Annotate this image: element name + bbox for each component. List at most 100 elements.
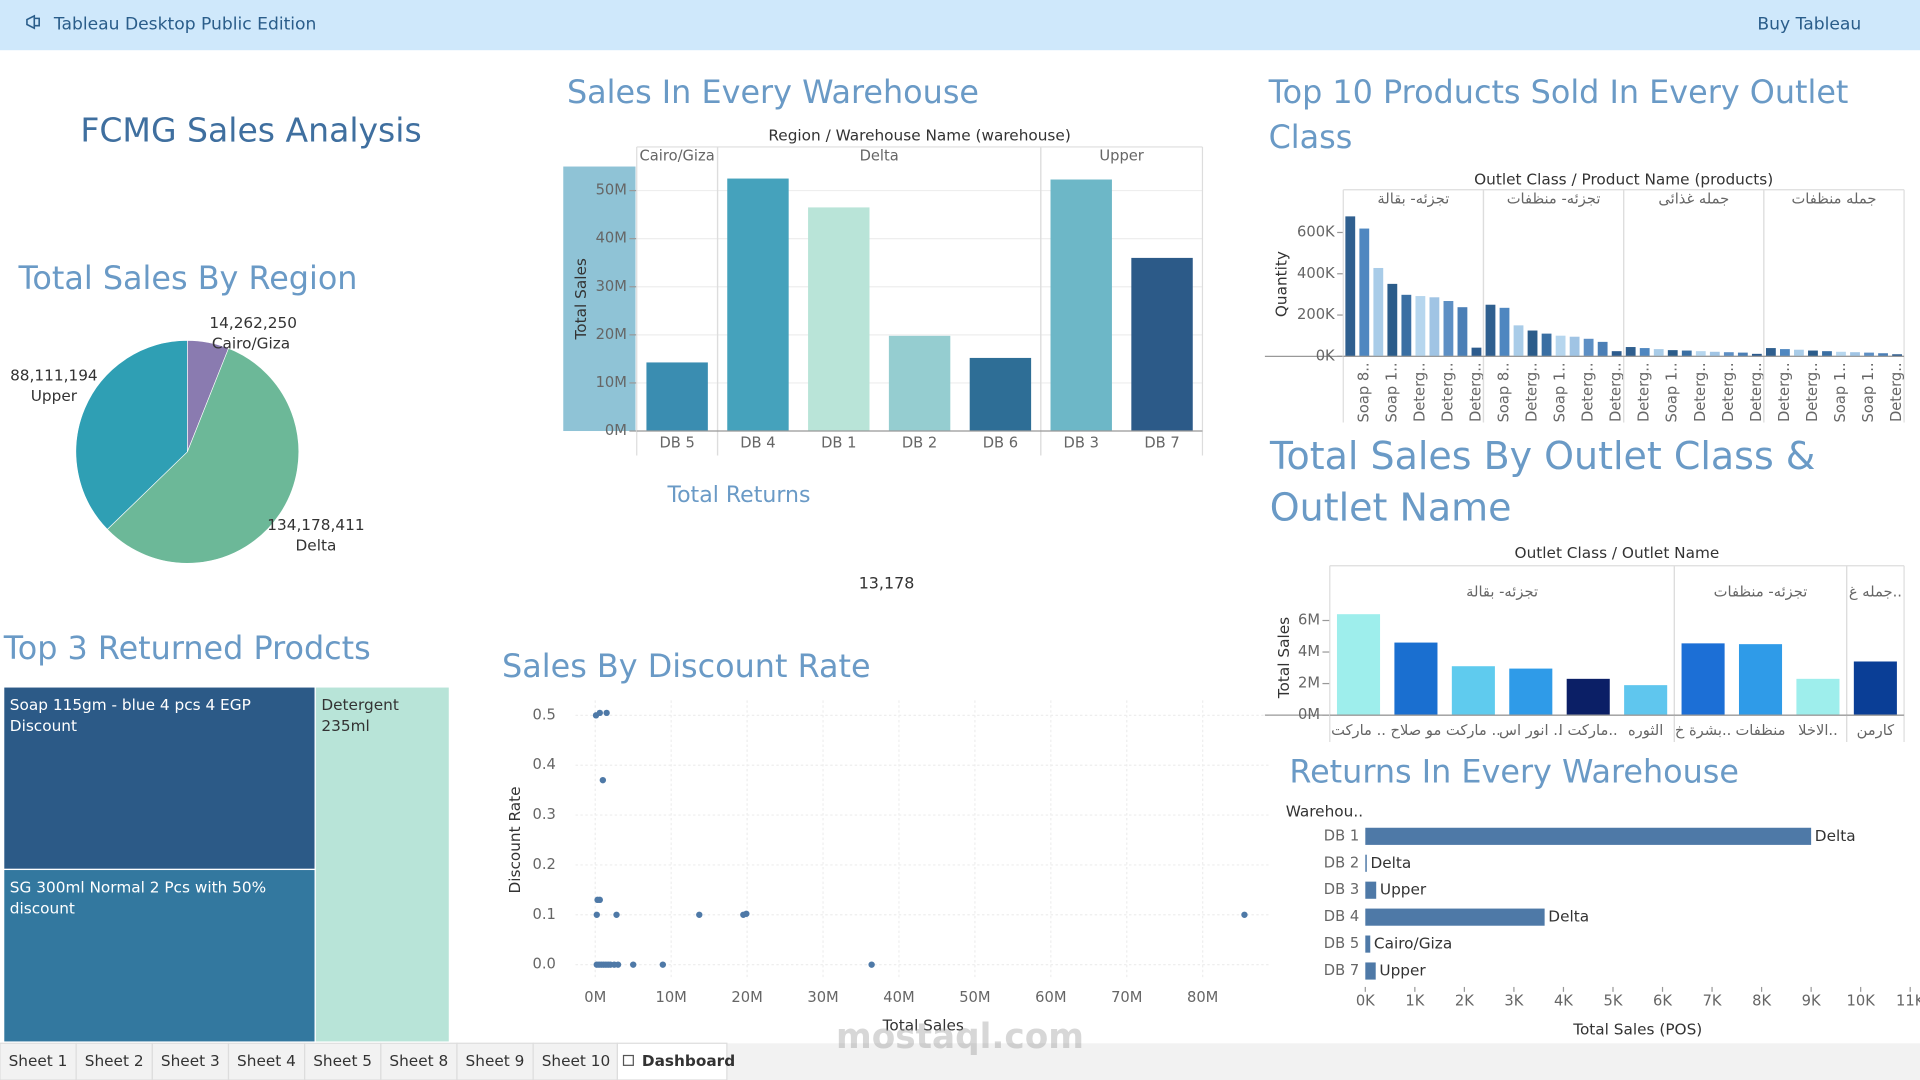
column-header: Outlet Class / Outlet Name bbox=[1515, 544, 1720, 562]
x-tick-label: DB 3 bbox=[1064, 434, 1099, 451]
bar-label: Delta bbox=[1815, 827, 1856, 845]
x-tick-label: 1K bbox=[1405, 993, 1424, 1010]
y-tick-label: 200K bbox=[1297, 306, 1335, 323]
x-tick-label: 30M bbox=[807, 989, 838, 1006]
point bbox=[593, 911, 600, 918]
y-tick-label: 0.2 bbox=[533, 856, 556, 873]
x-tick-label: Deterg.. bbox=[1748, 362, 1765, 422]
tab[interactable] bbox=[532, 1042, 618, 1080]
tab[interactable] bbox=[151, 1042, 230, 1080]
bar bbox=[888, 335, 951, 432]
tab-label[interactable]: Sheet 4 bbox=[237, 1052, 296, 1070]
bar bbox=[1850, 352, 1860, 357]
y-tick-label: 0.3 bbox=[533, 806, 556, 823]
bar bbox=[1738, 644, 1783, 716]
x-tick-label: 50M bbox=[959, 989, 990, 1006]
chart-title: Top 3 Returned Prodcts bbox=[4, 631, 371, 668]
chart-title: Returns In Every Warehouse bbox=[1289, 754, 1739, 791]
bar bbox=[1569, 336, 1580, 357]
chart-title: Sales In Every Warehouse bbox=[566, 74, 980, 112]
x-tick-label: مو صلاح bbox=[1391, 722, 1442, 739]
bar bbox=[1822, 351, 1832, 357]
point bbox=[696, 911, 703, 918]
y-tick-label: DB 2 bbox=[1324, 854, 1359, 871]
bar bbox=[1336, 614, 1381, 716]
x-tick-label: DB 4 bbox=[740, 434, 775, 451]
point bbox=[659, 961, 667, 968]
bar bbox=[1625, 347, 1636, 357]
tab[interactable] bbox=[616, 1042, 728, 1080]
slice-category-label: Cairo/Giza bbox=[212, 335, 290, 353]
group-label: جمله غ.. bbox=[1849, 584, 1902, 601]
tab[interactable] bbox=[380, 1042, 458, 1080]
bar bbox=[1457, 307, 1468, 357]
bar bbox=[1611, 351, 1622, 357]
slice-value-label: 134,178,411 bbox=[267, 516, 364, 534]
y-tick-label: 40M bbox=[596, 230, 627, 247]
bar bbox=[1836, 351, 1846, 357]
y-tick-label: 4M bbox=[1298, 643, 1320, 660]
tab-label[interactable]: Dashboard bbox=[642, 1052, 735, 1070]
x-tick-label: Soap 8.. bbox=[1355, 362, 1372, 422]
pie-slice bbox=[106, 347, 300, 564]
tab-label[interactable]: Sheet 2 bbox=[85, 1052, 144, 1070]
tab[interactable] bbox=[456, 1042, 534, 1080]
x-tick-label: DB 7 bbox=[1144, 434, 1179, 451]
tab-label[interactable]: Sheet 5 bbox=[313, 1052, 372, 1070]
x-tick-label: ماركت .. bbox=[1331, 722, 1386, 739]
y-tick-label: 600K bbox=[1297, 223, 1335, 240]
bar bbox=[1401, 294, 1412, 357]
point bbox=[1241, 911, 1248, 918]
x-tick-label: Deterg.. bbox=[1411, 362, 1428, 422]
bar-label: Upper bbox=[1380, 881, 1427, 899]
bar-label: Delta bbox=[1548, 908, 1589, 926]
chart-title-text: Sales By Discount Rate bbox=[502, 648, 871, 686]
bar bbox=[1639, 348, 1650, 357]
bar bbox=[1864, 352, 1874, 357]
bar bbox=[1780, 349, 1790, 357]
y-tick-label: 0.5 bbox=[533, 706, 556, 723]
x-tick-label: ماركت .. bbox=[1446, 722, 1501, 739]
point bbox=[630, 961, 637, 968]
x-tick-label: منظفات bbox=[1735, 722, 1785, 739]
x-tick-label: 6K bbox=[1653, 993, 1672, 1010]
treemap-cell bbox=[314, 686, 450, 1043]
bar bbox=[1737, 352, 1748, 357]
bar bbox=[1451, 666, 1495, 716]
group-label: جمله منظفات bbox=[1791, 191, 1876, 208]
x-axis-title: Total Sales (POS) bbox=[1572, 1020, 1702, 1038]
x-tick-label: DB 2 bbox=[902, 434, 937, 451]
bar bbox=[1765, 348, 1776, 357]
tab-label[interactable]: Sheet 1 bbox=[9, 1052, 68, 1070]
tab-label[interactable]: Sheet 8 bbox=[389, 1052, 448, 1070]
cell-label: Detergent 235ml bbox=[321, 696, 398, 735]
slice-category-label: Upper bbox=[31, 387, 78, 405]
x-tick-label: بشرة خ.. bbox=[1675, 722, 1731, 739]
buy-link[interactable]: Buy Tableau bbox=[1757, 14, 1861, 34]
x-tick-label: 70M bbox=[1111, 989, 1142, 1006]
y-tick-label: 0K bbox=[1316, 347, 1335, 364]
y-tick-label: 30M bbox=[596, 278, 627, 295]
y-tick-label: 400K bbox=[1297, 265, 1335, 282]
tab-label[interactable]: Sheet 10 bbox=[542, 1052, 611, 1070]
dashboard-title: FCMG Sales Analysis bbox=[80, 111, 421, 150]
x-tick-label: Deterg.. bbox=[1888, 362, 1905, 422]
bar bbox=[1365, 881, 1377, 899]
y-tick-label: 0.4 bbox=[533, 756, 556, 773]
chart-title-text: Total Returns bbox=[667, 482, 811, 509]
tab[interactable] bbox=[304, 1042, 382, 1080]
point bbox=[614, 961, 622, 968]
x-tick-label: 10K bbox=[1847, 993, 1876, 1010]
tab[interactable] bbox=[75, 1042, 153, 1080]
point bbox=[868, 961, 875, 968]
tab-label[interactable]: Sheet 9 bbox=[466, 1052, 525, 1070]
bar bbox=[1527, 330, 1538, 357]
tab-label[interactable]: Sheet 3 bbox=[161, 1052, 220, 1070]
chart-title-text: Sales In Every Warehouse bbox=[566, 74, 980, 112]
bar bbox=[1541, 333, 1552, 357]
slice-category-label: Delta bbox=[296, 537, 337, 555]
treemap-cell bbox=[3, 868, 316, 1043]
x-tick-label: Deterg.. bbox=[1439, 362, 1456, 422]
